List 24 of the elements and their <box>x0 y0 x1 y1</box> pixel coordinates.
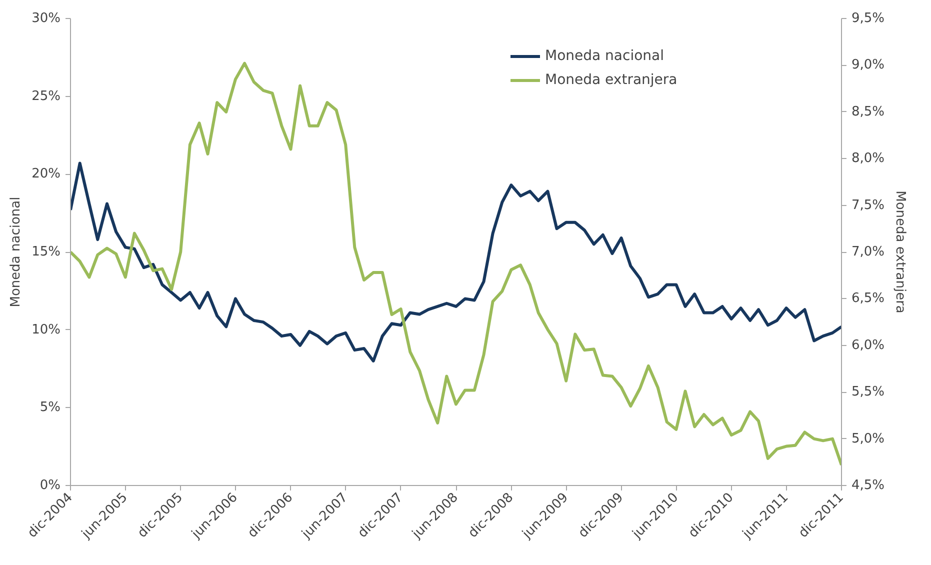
y2-tick-label: 5,0% <box>852 431 885 446</box>
y-tick-label: 15% <box>32 244 61 260</box>
y2-tick-label: 7,5% <box>852 198 885 213</box>
y2-tick-label: 9,5% <box>852 11 885 26</box>
legend-label: Moneda nacional <box>545 48 664 64</box>
line-series <box>70 162 842 362</box>
y-tick-label: 0% <box>40 478 60 493</box>
y2-tick-label: 4,5% <box>852 478 885 493</box>
y-tick-label: 25% <box>32 88 61 104</box>
y2-tick-label: 8,0% <box>852 151 885 166</box>
y2-tick-label: 9,0% <box>852 58 885 73</box>
y2-tick-label: 7,0% <box>852 244 885 260</box>
line-series <box>70 62 842 466</box>
y2-tick-label: 6,0% <box>852 338 885 353</box>
y-tick-label: 30% <box>32 11 61 26</box>
y-tick-label: 5% <box>40 400 60 416</box>
y2-tick-label: 8,5% <box>852 104 885 120</box>
legend-label: Moneda extranjera <box>545 72 678 88</box>
y2-tick-label: 5,5% <box>852 384 885 400</box>
y-tick-label: 10% <box>32 322 61 338</box>
y-tick-label: 20% <box>32 166 61 182</box>
y2-tick-label: 6,5% <box>852 291 885 306</box>
y-axis-title: Moneda nacional <box>8 196 24 308</box>
y2-axis-title: Moneda extranjera <box>892 190 908 314</box>
